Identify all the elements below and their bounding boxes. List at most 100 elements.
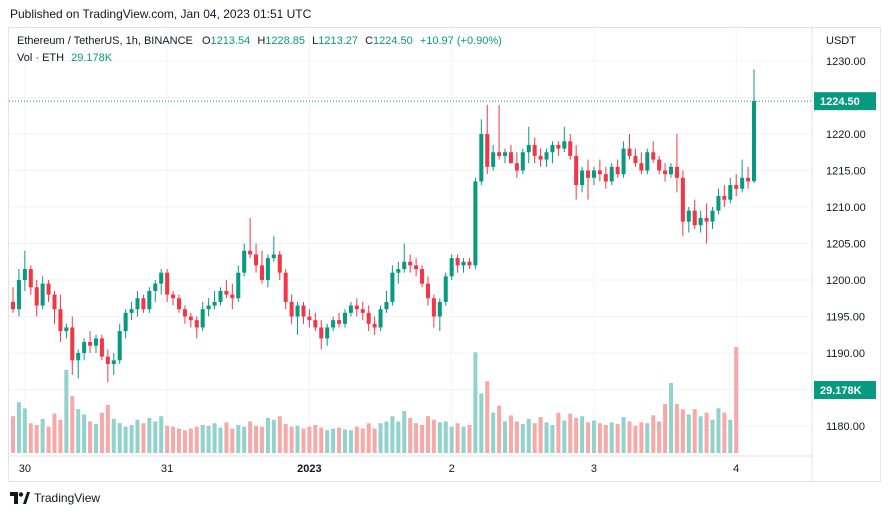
- volume-bar: [609, 422, 614, 453]
- volume-bar: [271, 419, 276, 453]
- volume-bar: [443, 421, 448, 453]
- candle-body: [182, 309, 187, 317]
- grid-lines: [9, 28, 813, 481]
- volume-bar: [461, 426, 466, 453]
- candlesticks: [10, 69, 757, 383]
- candle-body: [28, 269, 33, 288]
- candle-body: [663, 170, 668, 175]
- volume-bar: [437, 422, 442, 453]
- volume-bar: [408, 417, 413, 453]
- candle-body: [40, 283, 45, 306]
- volume-bar: [200, 424, 205, 453]
- candle-body: [277, 254, 282, 273]
- volume-value: 29.178K: [71, 52, 113, 64]
- tradingview-brand[interactable]: TradingView: [10, 491, 100, 505]
- candle-body: [331, 320, 336, 328]
- volume-bar: [526, 418, 531, 453]
- candle-body: [508, 152, 513, 164]
- candle-body: [176, 298, 181, 310]
- volume-bar: [153, 421, 158, 453]
- candle-body: [556, 144, 561, 149]
- candle-body: [597, 170, 602, 175]
- volume-bar: [734, 347, 739, 453]
- candle-body: [70, 327, 75, 361]
- candle-body: [740, 177, 745, 189]
- volume-bar: [431, 419, 436, 453]
- candle-body: [218, 290, 223, 302]
- volume-bar: [520, 424, 525, 453]
- candle-body: [514, 163, 519, 171]
- price-badge-label: 1224.50: [820, 96, 860, 108]
- volume-bar: [147, 417, 152, 453]
- volume-bar: [425, 416, 430, 453]
- volume-bar: [52, 413, 57, 453]
- volume-bar: [574, 417, 579, 453]
- candle-body: [117, 331, 122, 361]
- candle-body: [710, 210, 715, 222]
- candle-body: [751, 101, 757, 182]
- volume-bar: [414, 423, 419, 453]
- candle-body: [425, 283, 430, 299]
- volume-bar: [633, 425, 638, 453]
- volume-bar: [479, 393, 484, 453]
- volume-bar: [698, 416, 703, 453]
- candle-body: [88, 342, 93, 346]
- candle-body: [200, 309, 205, 328]
- candle-body: [135, 298, 140, 310]
- volume-bar: [668, 382, 674, 453]
- volume-bar: [307, 426, 312, 453]
- candle-body: [668, 166, 674, 175]
- volume-bar: [550, 424, 555, 453]
- candle-body: [348, 305, 353, 313]
- candle-body: [396, 269, 401, 273]
- candle-body: [621, 148, 626, 175]
- volume-bar: [686, 414, 691, 453]
- volume-badge-label: 29.178K: [820, 385, 862, 397]
- candle-body: [728, 185, 733, 200]
- volume-bar: [621, 417, 626, 453]
- candle-body: [153, 283, 158, 291]
- time-tick-label: 3: [591, 463, 597, 475]
- volume-bar: [485, 381, 490, 453]
- candle-body: [354, 305, 359, 310]
- volume-bar: [420, 424, 425, 453]
- candle-body: [645, 152, 650, 171]
- volume-bar: [651, 415, 656, 453]
- candle-body: [230, 294, 235, 299]
- high-value: 1228.85: [265, 35, 306, 47]
- candle-body: [52, 294, 57, 310]
- volume-bar: [722, 412, 727, 453]
- volume-bar: [562, 420, 567, 453]
- candle-body: [34, 287, 39, 306]
- candle-body: [271, 254, 276, 259]
- volume-bar: [248, 421, 253, 453]
- price-tick-label: 1190.00: [826, 348, 865, 360]
- volume-bar: [236, 424, 241, 453]
- volume-bar: [503, 421, 508, 453]
- candle-body: [520, 152, 525, 171]
- published-caption: Published on TradingView.com, Jan 04, 20…: [10, 7, 312, 21]
- time-tick-label: 30: [19, 463, 31, 475]
- volume-bar: [10, 416, 16, 453]
- volume-bar: [171, 426, 176, 453]
- chart-frame[interactable]: [8, 27, 881, 482]
- volume-bars: [10, 347, 739, 453]
- candle-body: [473, 181, 478, 266]
- candle-body: [390, 272, 395, 302]
- volume-bar: [467, 424, 472, 453]
- candle-body: [568, 141, 573, 156]
- candle-body: [420, 269, 425, 284]
- volume-bar: [206, 425, 211, 453]
- price-tick-label: 1180.00: [826, 421, 865, 433]
- volume-bar: [384, 421, 389, 453]
- candle-body: [698, 217, 703, 226]
- price-unit: USDT: [826, 35, 856, 47]
- candle-body: [99, 338, 104, 357]
- volume-bar: [259, 426, 264, 453]
- volume-bar: [76, 409, 81, 453]
- volume-bar: [597, 423, 602, 453]
- volume-bar: [277, 416, 282, 453]
- candle-body: [366, 312, 371, 324]
- change-value: +10.97 (+0.90%): [419, 35, 502, 47]
